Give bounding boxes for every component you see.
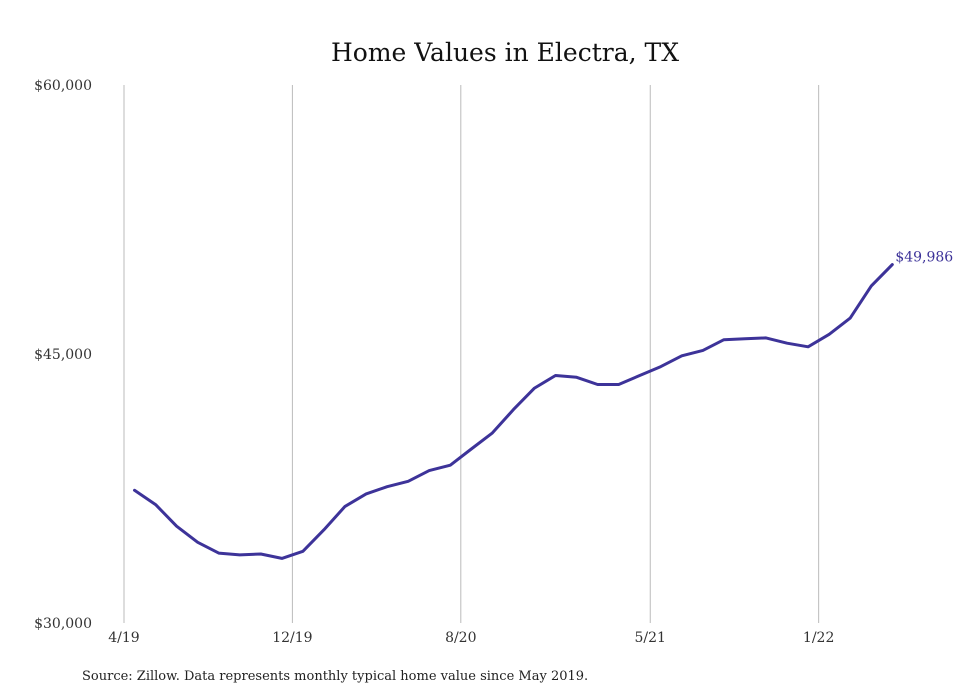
y-tick-label: $45,000 [34, 347, 92, 363]
grid-lines [123, 85, 820, 623]
x-tick-label: 8/20 [445, 630, 476, 646]
end-value-label: $49,986 [895, 250, 953, 266]
x-tick-label: 1/22 [803, 630, 834, 646]
series-line [133, 263, 894, 560]
source-note: Source: Zillow. Data represents monthly … [82, 669, 589, 684]
y-tick-label: $60,000 [34, 78, 92, 94]
chart-title: Home Values in Electra, TX [331, 38, 679, 67]
x-axis-ticks: 4/19 12/19 8/20 5/21 1/22 [108, 630, 834, 646]
x-tick-label: 5/21 [635, 630, 666, 646]
y-tick-label: $30,000 [34, 616, 92, 632]
series-layer [133, 263, 894, 560]
y-axis-ticks: $60,000 $45,000 $30,000 [34, 78, 92, 632]
x-tick-label: 4/19 [108, 630, 139, 646]
x-tick-label: 12/19 [272, 630, 312, 646]
